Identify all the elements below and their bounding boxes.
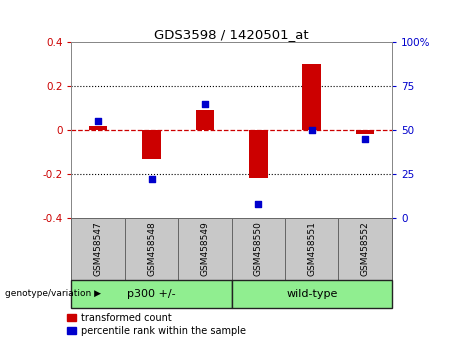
Bar — [71, 280, 231, 308]
Bar — [285, 218, 338, 280]
Bar — [231, 280, 392, 308]
Text: GSM458550: GSM458550 — [254, 221, 263, 276]
Bar — [338, 218, 392, 280]
Point — [95, 119, 102, 124]
Text: GSM458548: GSM458548 — [147, 221, 156, 276]
Text: GSM458552: GSM458552 — [361, 221, 370, 276]
Bar — [178, 218, 231, 280]
Bar — [71, 218, 125, 280]
Text: p300 +/-: p300 +/- — [127, 289, 176, 299]
Bar — [89, 126, 107, 130]
Text: GSM458549: GSM458549 — [201, 221, 209, 276]
Point — [361, 136, 369, 142]
Bar — [142, 130, 161, 159]
Point — [254, 201, 262, 206]
Legend: transformed count, percentile rank within the sample: transformed count, percentile rank withi… — [67, 313, 246, 336]
Text: GSM458551: GSM458551 — [307, 221, 316, 276]
Text: GSM458547: GSM458547 — [94, 221, 103, 276]
Point — [201, 101, 209, 107]
Bar — [195, 110, 214, 130]
Point — [308, 127, 315, 133]
Bar — [125, 218, 178, 280]
Text: genotype/variation ▶: genotype/variation ▶ — [5, 289, 100, 298]
Bar — [231, 218, 285, 280]
Point — [148, 176, 155, 182]
Text: wild-type: wild-type — [286, 289, 337, 299]
Bar — [356, 130, 374, 135]
Title: GDS3598 / 1420501_at: GDS3598 / 1420501_at — [154, 28, 309, 41]
Bar — [302, 64, 321, 130]
Bar — [249, 130, 268, 178]
